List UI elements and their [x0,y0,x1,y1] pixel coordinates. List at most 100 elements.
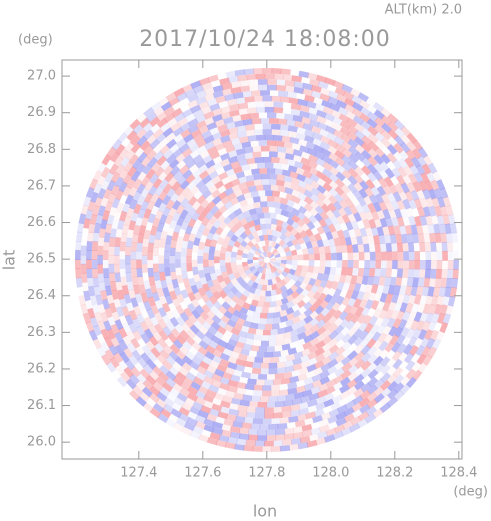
echo-cell [230,286,239,295]
echo-cell [202,227,211,237]
echo-cell [164,294,174,305]
echo-cell [290,183,300,192]
echo-cell [280,255,287,261]
echo-cell [230,81,242,89]
echo-cell [411,369,423,381]
echo-cell [97,205,106,217]
echo-cell [253,334,262,341]
echo-cell [275,225,283,233]
echo-cell [209,285,218,295]
echo-cell [347,327,357,338]
echo-cell [204,87,216,96]
echo-cell [254,277,261,284]
echo-cell [346,267,353,276]
echo-cell [364,187,374,198]
echo-cell [213,256,220,264]
echo-cell [176,216,185,227]
echo-cell [308,154,319,163]
echo-cell [104,285,113,296]
echo-cell [190,284,199,295]
echo-cell [354,151,366,162]
echo-cell [258,256,265,260]
echo-cell [165,275,173,285]
echo-cell [353,181,364,192]
echo-cell [296,413,308,422]
echo-cell [387,285,396,296]
echo-cell [429,329,439,341]
echo-cell [247,135,258,142]
echo-cell [374,243,381,253]
echo-cell [276,367,286,374]
echo-cell [260,118,270,124]
echo-cell [236,249,244,256]
echo-cell [164,243,171,253]
echo-cell [197,212,207,222]
echo-cell [296,293,306,302]
echo-cell [238,427,250,435]
echo-cell [396,174,406,186]
echo-cell [257,190,266,197]
echo-cell [429,277,436,288]
echo-cell [327,358,339,368]
echo-cell [283,276,291,284]
echo-cell [272,412,283,419]
echo-cell [330,401,342,411]
echo-cell [365,283,373,294]
echo-cell [230,197,240,206]
echo-cell [339,390,351,400]
echo-cell [318,266,326,275]
echo-cell [150,225,158,236]
echo-cell [269,151,278,158]
echo-cell [301,288,310,297]
echo-cell [347,371,358,382]
echo-cell [424,329,434,341]
echo-cell [165,418,177,428]
echo-cell [278,157,288,165]
echo-cell [328,159,340,169]
echo-cell [279,309,288,317]
echo-cell [206,309,216,320]
echo-cell [181,83,194,93]
echo-cell [181,362,193,372]
echo-cell [257,323,266,330]
echo-cell [211,314,222,325]
echo-cell [187,99,199,109]
echo-cell [340,355,352,366]
echo-cell [335,346,346,357]
echo-cell [373,201,382,213]
echo-cell [351,402,363,413]
echo-cell [157,337,168,349]
echo-cell [180,263,187,272]
echo-cell [206,437,218,446]
echo-cell [129,198,138,210]
echo-cell [113,210,122,222]
echo-cell [434,277,442,289]
echo-cell [136,325,146,337]
echo-cell [212,421,224,430]
echo-cell [114,319,124,331]
echo-cell [436,179,446,191]
echo-cell [268,396,278,402]
echo-cell [322,335,333,345]
echo-cell [397,351,408,363]
echo-cell [302,235,311,244]
echo-cell [334,136,345,146]
echo-cell [277,151,287,159]
echo-cell [307,265,314,273]
echo-cell [385,242,392,253]
echo-cell [271,272,277,279]
echo-cell [359,113,371,124]
echo-cell [223,276,232,285]
echo-cell [360,352,372,364]
echo-cell [195,330,206,340]
echo-cell [372,347,384,359]
echo-cell [297,319,307,328]
echo-cell [75,231,83,242]
echo-cell [275,256,282,261]
y-tick-label: 26.7 [27,178,56,193]
echo-cell [264,379,274,386]
echo-cell [365,330,375,342]
echo-cell [278,239,286,247]
echo-cell [197,248,204,257]
echo-cell [316,191,327,202]
